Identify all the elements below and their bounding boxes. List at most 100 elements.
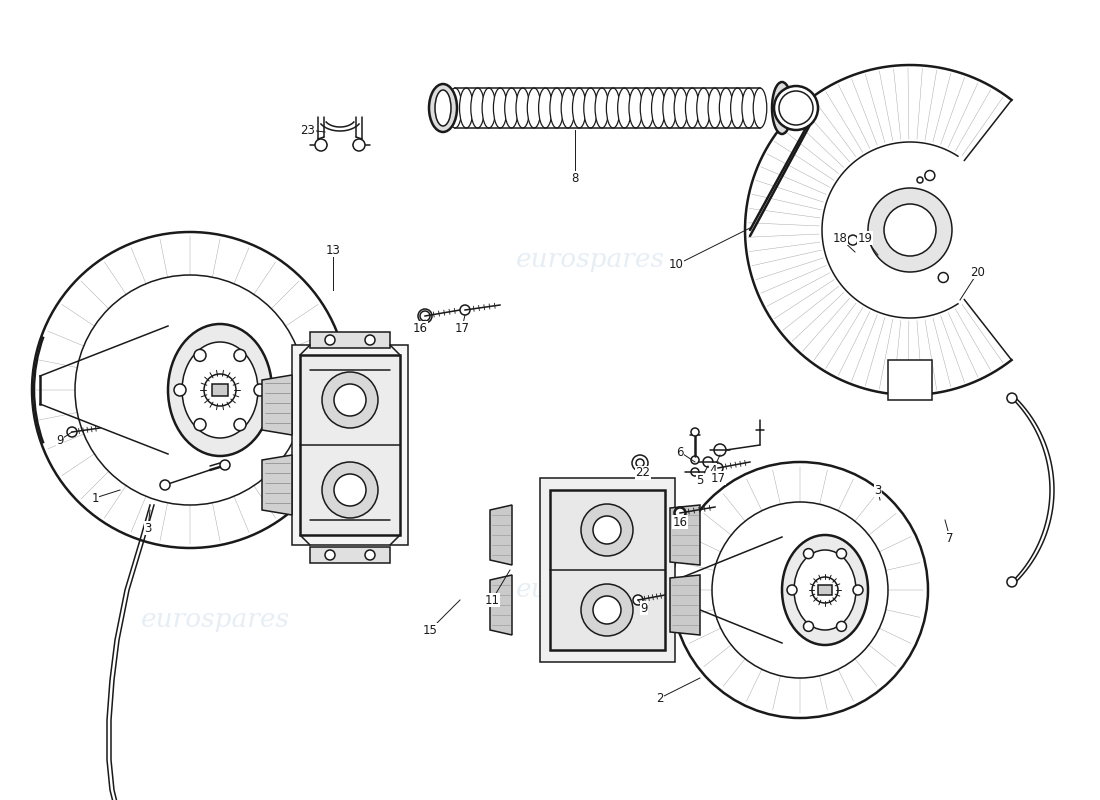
- Text: eurospares: eurospares: [141, 347, 289, 373]
- Ellipse shape: [794, 550, 856, 630]
- Circle shape: [365, 335, 375, 345]
- Circle shape: [324, 550, 336, 560]
- Circle shape: [593, 596, 622, 624]
- Ellipse shape: [663, 88, 676, 128]
- Circle shape: [32, 232, 348, 548]
- Circle shape: [836, 622, 847, 631]
- Circle shape: [194, 350, 206, 362]
- Circle shape: [174, 384, 186, 396]
- Circle shape: [1006, 577, 1016, 587]
- Circle shape: [632, 595, 644, 605]
- Circle shape: [884, 204, 936, 256]
- Text: 23: 23: [300, 123, 316, 137]
- Polygon shape: [670, 575, 700, 635]
- Circle shape: [67, 427, 77, 437]
- Bar: [300, 355, 400, 535]
- Circle shape: [848, 235, 858, 245]
- Text: 6: 6: [676, 446, 684, 458]
- Circle shape: [204, 374, 236, 406]
- Circle shape: [672, 462, 928, 718]
- Ellipse shape: [730, 88, 745, 128]
- Circle shape: [581, 584, 632, 636]
- Ellipse shape: [494, 88, 507, 128]
- Circle shape: [420, 311, 430, 321]
- Text: eurospares: eurospares: [516, 578, 664, 602]
- Circle shape: [786, 585, 798, 595]
- Circle shape: [334, 474, 366, 506]
- Circle shape: [593, 516, 622, 544]
- Ellipse shape: [719, 88, 733, 128]
- Ellipse shape: [471, 88, 484, 128]
- Text: 2: 2: [657, 691, 663, 705]
- Text: 3: 3: [144, 522, 152, 534]
- Circle shape: [774, 86, 818, 130]
- Circle shape: [632, 455, 648, 471]
- Ellipse shape: [696, 88, 711, 128]
- Ellipse shape: [539, 88, 552, 128]
- Ellipse shape: [772, 82, 792, 134]
- Circle shape: [803, 622, 814, 631]
- Ellipse shape: [685, 88, 698, 128]
- Circle shape: [691, 428, 698, 436]
- Circle shape: [353, 139, 365, 151]
- Text: 8: 8: [571, 171, 579, 185]
- Circle shape: [254, 384, 266, 396]
- Circle shape: [194, 418, 206, 430]
- Ellipse shape: [527, 88, 541, 128]
- Ellipse shape: [595, 88, 608, 128]
- Text: 10: 10: [669, 258, 683, 271]
- Ellipse shape: [448, 88, 462, 128]
- Ellipse shape: [168, 324, 272, 456]
- Ellipse shape: [674, 88, 688, 128]
- Text: 9: 9: [640, 602, 648, 614]
- Circle shape: [868, 188, 952, 272]
- Circle shape: [365, 550, 375, 560]
- Polygon shape: [670, 505, 700, 565]
- Ellipse shape: [429, 84, 456, 132]
- Circle shape: [852, 585, 864, 595]
- Text: 3: 3: [874, 483, 882, 497]
- Circle shape: [703, 457, 713, 467]
- Bar: [310, 547, 390, 563]
- Text: 17: 17: [454, 322, 470, 334]
- Polygon shape: [490, 505, 512, 565]
- Ellipse shape: [629, 88, 642, 128]
- Ellipse shape: [572, 88, 586, 128]
- Text: 4: 4: [710, 463, 717, 477]
- Polygon shape: [262, 455, 292, 515]
- Text: 13: 13: [326, 243, 340, 257]
- Circle shape: [322, 462, 378, 518]
- Ellipse shape: [516, 88, 529, 128]
- Polygon shape: [262, 375, 292, 435]
- Circle shape: [234, 350, 246, 362]
- Text: eurospares: eurospares: [516, 247, 664, 273]
- Circle shape: [324, 335, 336, 345]
- Ellipse shape: [434, 90, 451, 126]
- Ellipse shape: [460, 88, 473, 128]
- Circle shape: [581, 504, 632, 556]
- Circle shape: [674, 507, 686, 519]
- Circle shape: [220, 460, 230, 470]
- Bar: [212, 384, 228, 396]
- Bar: [310, 332, 390, 348]
- Bar: [550, 490, 666, 650]
- Text: 18: 18: [833, 231, 847, 245]
- Circle shape: [917, 177, 923, 183]
- Text: 16: 16: [672, 515, 688, 529]
- Ellipse shape: [754, 88, 767, 128]
- Bar: [818, 585, 832, 595]
- Circle shape: [1006, 393, 1016, 403]
- Circle shape: [322, 372, 378, 428]
- Ellipse shape: [482, 88, 496, 128]
- Text: 20: 20: [970, 266, 986, 278]
- Text: 5: 5: [696, 474, 704, 486]
- Text: 22: 22: [636, 466, 650, 479]
- Text: 17: 17: [711, 471, 726, 485]
- Text: 16: 16: [412, 322, 428, 334]
- Polygon shape: [888, 360, 932, 400]
- Text: 1: 1: [91, 491, 99, 505]
- Circle shape: [714, 444, 726, 456]
- Circle shape: [160, 480, 170, 490]
- Circle shape: [418, 309, 432, 323]
- Circle shape: [836, 549, 847, 558]
